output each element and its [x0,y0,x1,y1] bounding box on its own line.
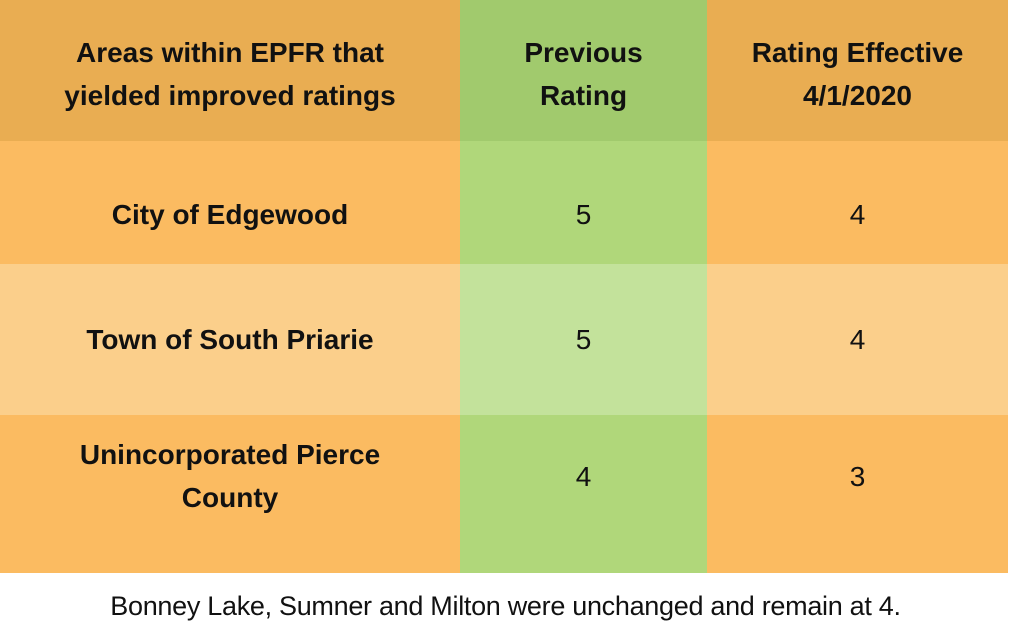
previous-rating-cell: 5 [460,264,707,415]
header-previous-rating: Previous Rating [460,0,707,141]
table-row: Town of South Priarie 5 4 [0,264,1008,415]
header-effective-line-2: 4/1/2020 [802,79,912,111]
effective-rating-cell: 4 [707,264,1008,415]
table-row: City of Edgewood 5 4 [0,141,1008,264]
header-previous-line-2: Rating [539,79,628,111]
header-previous-line-1: Previous [524,36,643,68]
effective-rating-value: 3 [849,460,866,492]
header-effective-line-1: Rating Effective [751,36,964,68]
area-name-line-2: County [181,482,279,513]
ratings-table: Areas within EPFR that yielded improved … [0,0,1008,573]
header-rating-effective: Rating Effective 4/1/2020 [707,0,1008,141]
previous-rating-value: 5 [575,199,592,230]
effective-rating-cell: 3 [707,415,1008,573]
effective-rating-value: 4 [849,199,866,230]
area-name: City of Edgewood [111,199,349,230]
area-cell: Unincorporated Pierce County [0,415,460,573]
header-areas-line-2: yielded improved ratings [64,79,396,111]
effective-rating-value: 4 [849,324,866,355]
previous-rating-cell: 4 [460,415,707,573]
area-name: Town of South Priarie [86,324,374,355]
previous-rating-cell: 5 [460,141,707,264]
header-areas: Areas within EPFR that yielded improved … [0,0,460,141]
area-cell: Town of South Priarie [0,264,460,415]
previous-rating-value: 4 [575,460,592,492]
table-row: Unincorporated Pierce County 4 3 [0,415,1008,573]
area-name-line-1: Unincorporated Pierce [79,439,381,470]
previous-rating-value: 5 [575,324,592,355]
footnote: Bonney Lake, Sumner and Milton were unch… [110,591,901,621]
header-areas-line-1: Areas within EPFR that [75,36,385,68]
table-header-row: Areas within EPFR that yielded improved … [0,0,1008,141]
effective-rating-cell: 4 [707,141,1008,264]
area-cell: City of Edgewood [0,141,460,264]
